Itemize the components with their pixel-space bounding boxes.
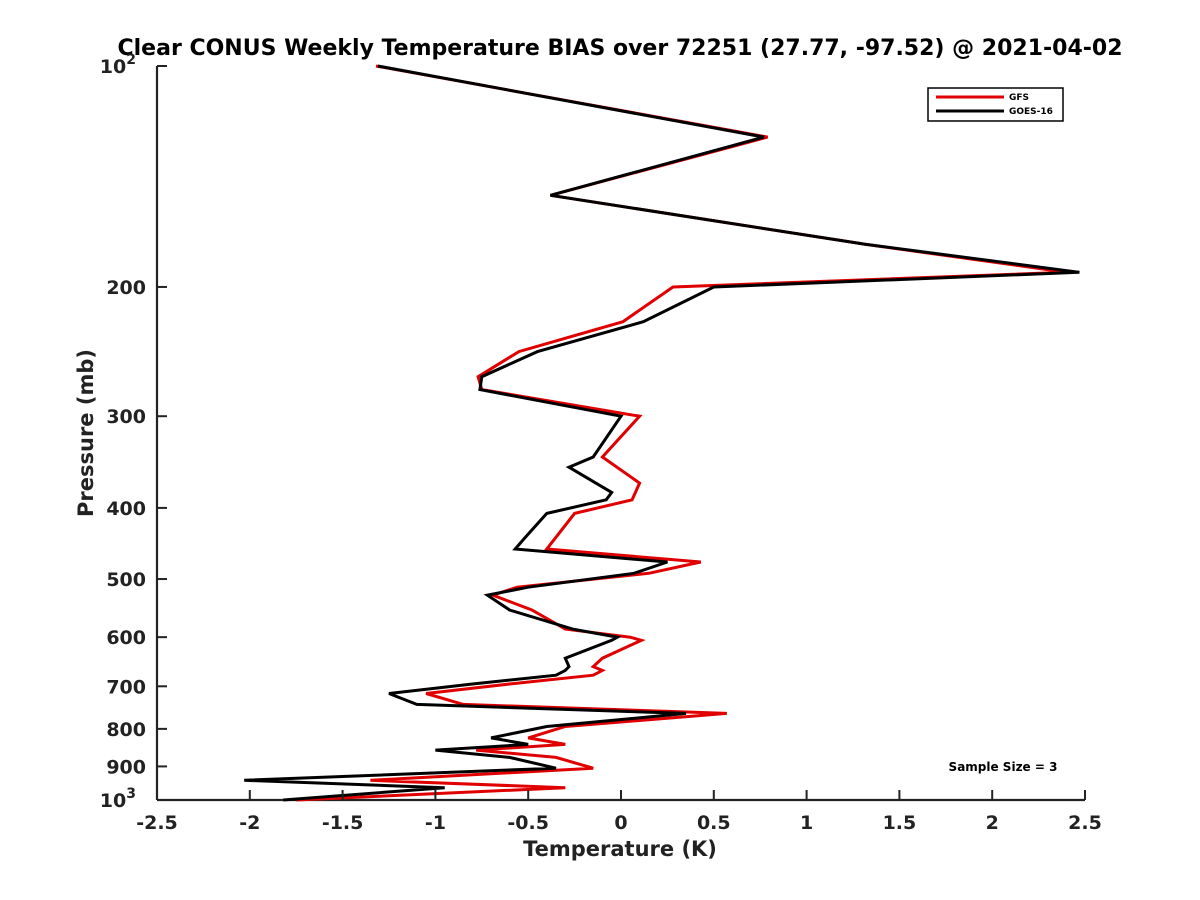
x-tick-label: -1.5 [322,812,364,834]
y-tick-label: 300 [106,406,146,428]
y-tick-label: 900 [106,756,146,778]
x-tick-label: 1 [800,812,813,834]
x-axis-title: Temperature (K) [523,837,717,861]
y-tick-label: 500 [106,569,146,591]
y-axis-title: Pressure (mb) [74,349,98,517]
y-tick-label: 700 [106,676,146,698]
legend-box [927,87,1064,122]
y-tick-label: 200 [106,277,146,299]
legend-label: GOES-16 [1009,107,1053,117]
x-tick-label: 0.5 [697,812,731,834]
y-tick-label: 800 [106,719,146,741]
x-tick-label: -2.5 [136,812,178,834]
x-tick-label: 2 [986,812,999,834]
series-layer [244,64,1080,802]
x-tick-label: 0 [614,812,627,834]
sample-size-annotation: Sample Size = 3 [949,760,1058,774]
x-tick-label: -0.5 [507,812,549,834]
series-line-goes-16 [244,64,1080,802]
x-axis-ticks: -2.5 -2 -1.5 -1 -0.5 0 0.5 1 1.5 2 2.5 [136,790,1102,834]
legend: GFS GOES-16 [927,87,1064,122]
x-tick-label: -2 [239,812,260,834]
x-tick-label: -1 [425,812,446,834]
chart-title: Clear CONUS Weekly Temperature BIAS over… [117,36,1122,61]
y-tick-label: 103 [100,786,136,812]
x-tick-label: 2.5 [1068,812,1102,834]
x-tick-label: 1.5 [883,812,917,834]
legend-label: GFS [1009,93,1029,103]
y-tick-label: 400 [106,498,146,520]
series-line-gfs [296,64,1067,802]
y-tick-label: 600 [106,627,146,649]
